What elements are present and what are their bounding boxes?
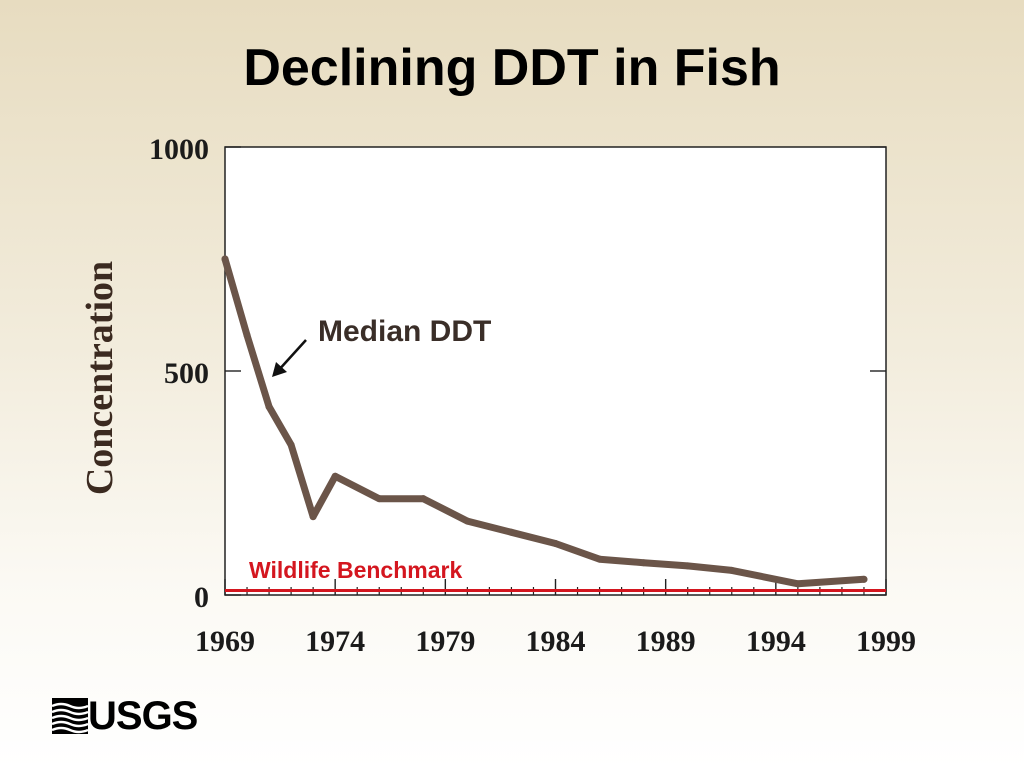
data-point-1984 (552, 539, 559, 547)
wildlife-benchmark-label: Wildlife Benchmark (249, 557, 462, 583)
axis-tick-labels: 1969 1974 1979 1984 1989 1994 1999 0 500 1000 (149, 133, 916, 658)
data-point-1973 (309, 513, 317, 521)
data-point-1995 (794, 580, 802, 588)
data-point-1980 (463, 517, 471, 525)
annotation-arrow-shaft (276, 339, 307, 373)
slide-title: Declining DDT in Fish (243, 39, 781, 97)
data-point-1970 (243, 331, 251, 339)
data-point-1969 (221, 255, 229, 263)
data-point-1976 (375, 495, 383, 503)
usgs-wave-icon (52, 698, 88, 734)
annotation-arrow-head (272, 362, 287, 377)
data-point-1990 (684, 562, 692, 570)
x-tick-label-1999: 1999 (856, 625, 916, 658)
series-points (221, 255, 868, 588)
plot-area (224, 146, 887, 596)
data-point-1988 (640, 559, 648, 567)
y-tick-label-0: 0 (194, 581, 209, 614)
data-point-1986 (596, 555, 604, 563)
median-ddt-annotation: Median DDT (318, 315, 491, 348)
data-point-1978 (419, 495, 427, 503)
x-tick-label-1989: 1989 (636, 625, 696, 658)
data-point-1998 (860, 575, 868, 583)
x-tick-label-1979: 1979 (415, 625, 475, 658)
x-tick-label-1974: 1974 (305, 625, 365, 658)
y-tick-label-1000: 1000 (149, 133, 209, 166)
x-tick-label-1994: 1994 (746, 625, 806, 658)
y-tick-label-500: 500 (164, 357, 209, 390)
data-point-1982 (507, 528, 515, 536)
usgs-logo: USGS (52, 694, 198, 738)
data-point-1972 (287, 441, 295, 449)
y-axis-label: Concentration (79, 261, 121, 495)
usgs-logo-text: USGS (88, 694, 198, 738)
data-point-1971 (265, 403, 273, 411)
data-point-1974 (331, 472, 339, 480)
data-point-1992 (728, 566, 736, 574)
x-tick-label-1969: 1969 (195, 625, 255, 658)
x-tick-label-1984: 1984 (526, 625, 586, 658)
